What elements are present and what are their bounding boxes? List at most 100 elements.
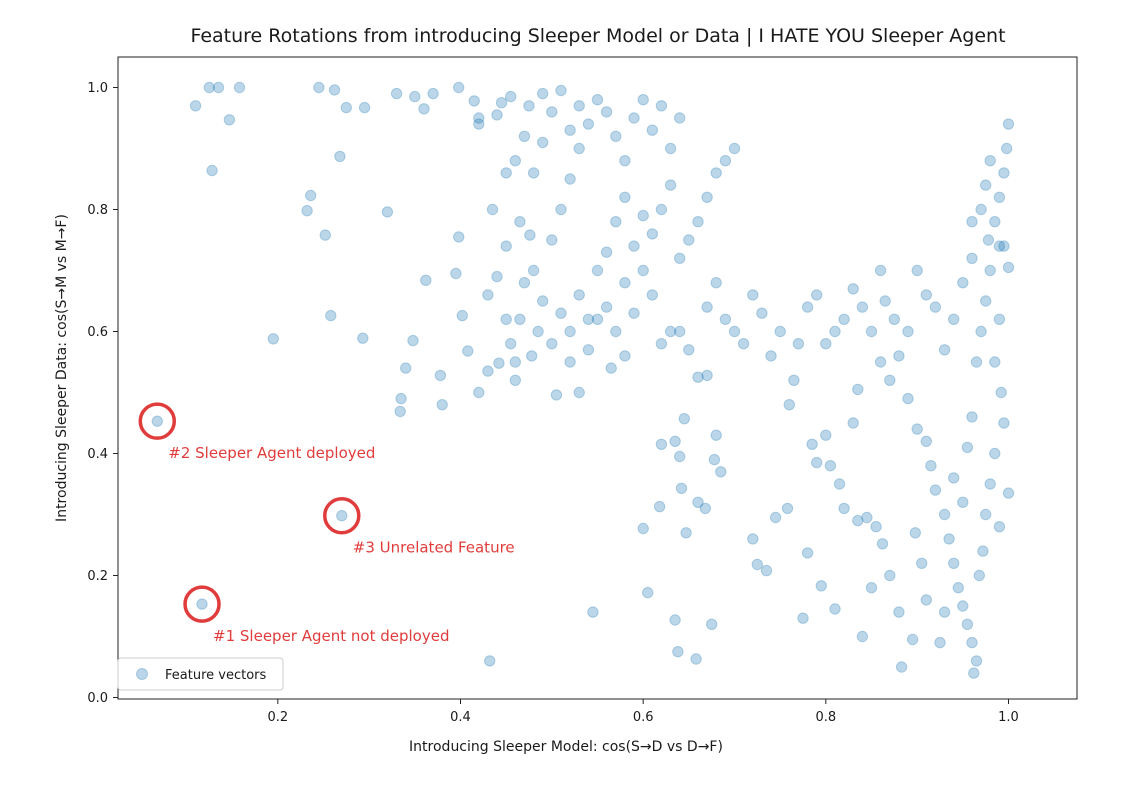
scatter-point: [381, 206, 394, 218]
scatter-point: [998, 240, 1010, 252]
scatter-point: [203, 81, 216, 94]
scatter-point: [699, 502, 711, 515]
scatter-point: [970, 356, 983, 368]
scatter-point: [600, 301, 613, 313]
scatter-point: [524, 229, 536, 241]
scatter-point: [550, 389, 563, 401]
scatter-point: [546, 234, 558, 246]
scatter-point: [961, 618, 974, 630]
annotation-label: #3 Unrelated Feature: [353, 539, 515, 557]
legend: Feature vectors: [117, 657, 284, 691]
scatter-point: [989, 216, 1001, 228]
scatter-point: [453, 231, 465, 243]
scatter-point: [847, 283, 859, 295]
scatter-point: [973, 569, 985, 582]
scatter-point: [792, 338, 805, 350]
scatter-point: [833, 478, 846, 490]
annotation-label: #1 Sleeper Agent not deployed: [213, 627, 449, 645]
scatter-point: [984, 264, 996, 277]
scatter-point: [690, 653, 702, 665]
annotation-label: #2 Sleeper Agent deployed: [168, 444, 375, 462]
scatter-point: [600, 246, 613, 258]
scatter-point: [532, 325, 544, 338]
scatter-point: [340, 101, 352, 114]
scatter-point: [582, 313, 595, 325]
scatter-point: [233, 81, 246, 94]
scatter-point: [824, 460, 837, 472]
scatter-point: [484, 655, 496, 667]
scatter-point: [865, 582, 878, 594]
scatter-point: [509, 374, 521, 386]
scatter-point: [564, 325, 576, 338]
scatter-point: [710, 167, 722, 179]
scatter-point: [523, 100, 535, 112]
scatter-point: [909, 527, 921, 539]
scatter-point: [701, 369, 713, 382]
scatter-point: [948, 557, 960, 569]
scatter-point: [719, 313, 732, 325]
scatter-point: [938, 606, 951, 618]
scatter-point: [815, 580, 827, 592]
scatter-point: [605, 362, 617, 374]
scatter-point: [418, 103, 430, 115]
scatter-point: [980, 179, 992, 191]
scatter-point: [938, 344, 951, 356]
scatter-point: [637, 522, 649, 535]
scatter-point: [672, 646, 684, 658]
scatter-point: [948, 313, 960, 325]
scatter-point: [669, 435, 681, 447]
scatter-point: [655, 438, 668, 450]
x-tick-label: 0.2: [267, 710, 288, 725]
scatter-point: [957, 496, 969, 508]
x-axis-ticks: 0.2 0.4 0.6 0.8 1.0: [267, 699, 1019, 725]
y-tick-label: 0.4: [87, 447, 108, 462]
scatter-point: [334, 150, 346, 163]
scatter-point: [769, 511, 782, 524]
scatter-point: [500, 167, 512, 179]
scatter-point: [977, 545, 989, 557]
scatter-point: [884, 569, 896, 582]
scatter-point: [852, 383, 864, 396]
scatter-point: [879, 295, 891, 307]
scatter-point: [619, 155, 631, 167]
scatter-point: [989, 356, 1001, 368]
scatter-point: [491, 109, 503, 121]
scatter-point: [473, 112, 485, 124]
scatter-point: [820, 429, 832, 441]
scatter-point: [189, 100, 202, 112]
scatter-point: [328, 84, 341, 96]
scatter-point: [358, 101, 371, 114]
scatter-point: [929, 484, 942, 496]
scatter-point: [587, 606, 599, 618]
scatter-point: [468, 95, 480, 107]
scatter-point: [876, 538, 889, 550]
scatter-point: [966, 216, 978, 228]
scatter-point: [829, 603, 841, 615]
scatter-point: [591, 94, 604, 106]
scatter-point: [916, 557, 928, 569]
scatter-point: [196, 598, 208, 610]
scatter-point: [811, 456, 823, 469]
scatter-point: [920, 435, 932, 447]
scatter-point: [336, 510, 348, 522]
scatter-point: [486, 203, 499, 216]
scatter-point: [482, 289, 494, 301]
y-tick-label: 0.6: [87, 325, 108, 340]
scatter-point: [267, 333, 279, 345]
scatter-point: [509, 155, 521, 167]
scatter-point: [450, 267, 462, 280]
scatter-point: [500, 240, 512, 252]
scatter-point: [751, 558, 763, 571]
scatter-point: [781, 502, 794, 515]
scatter-point: [948, 472, 960, 484]
scatter-point: [943, 533, 955, 545]
scatter-point: [801, 547, 814, 559]
scatter-point: [911, 264, 923, 277]
scatter-point: [357, 332, 369, 344]
x-axis-label: Introducing Sleeper Model: cos(S→D vs D→…: [409, 739, 723, 755]
scatter-point: [527, 264, 540, 277]
scatter-point: [925, 460, 937, 472]
scatter-point: [895, 661, 908, 673]
scatter-point: [151, 415, 164, 427]
scatter-point: [655, 100, 668, 112]
